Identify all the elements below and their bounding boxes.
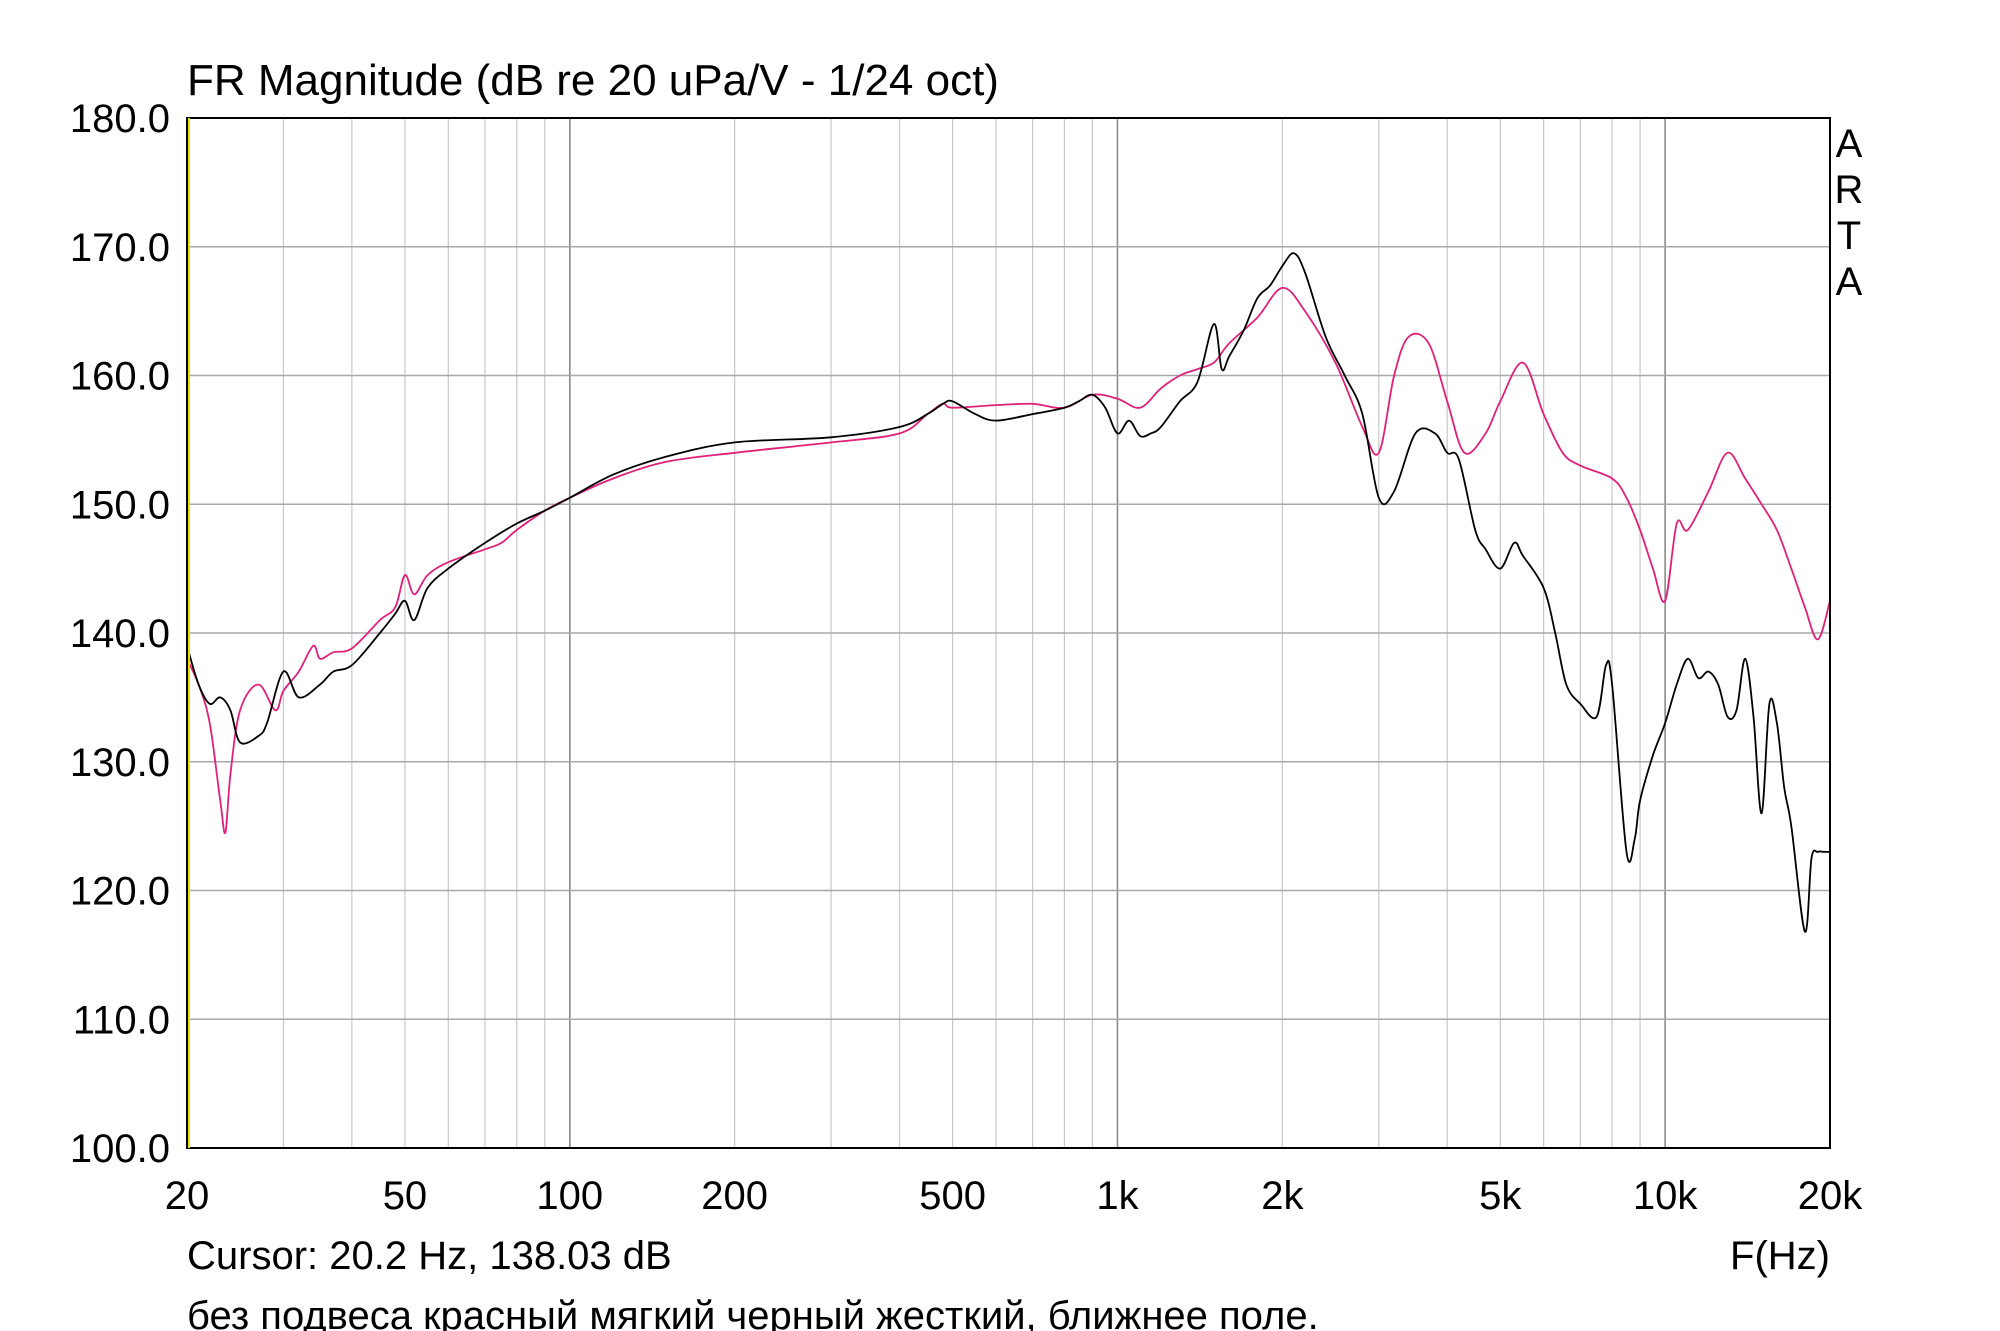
chart-title: FR Magnitude (dB re 20 uPa/V - 1/24 oct) bbox=[187, 56, 999, 105]
x-tick-label: 1k bbox=[1096, 1174, 1139, 1218]
x-tick-label: 200 bbox=[701, 1174, 768, 1218]
side-label-letter: R bbox=[1835, 168, 1864, 212]
x-tick-label: 20k bbox=[1798, 1174, 1863, 1218]
side-label-letter: T bbox=[1837, 214, 1861, 258]
y-tick-label: 140.0 bbox=[70, 612, 170, 656]
y-tick-labels: 180.0 170.0 160.0 150.0 140.0 130.0 120.0 110.0… bbox=[70, 97, 170, 1171]
x-tick-label: 500 bbox=[919, 1174, 986, 1218]
y-tick-label: 170.0 bbox=[70, 226, 170, 270]
cursor-readout: Cursor: 20.2 Hz, 138.03 dB bbox=[187, 1234, 672, 1278]
side-label-letter: A bbox=[1836, 122, 1863, 166]
series-line-2 bbox=[186, 252, 1830, 933]
series-layer bbox=[186, 252, 1831, 933]
y-tick-label: 110.0 bbox=[73, 998, 170, 1042]
y-tick-label: 180.0 bbox=[70, 97, 170, 141]
y-tick-label: 130.0 bbox=[70, 741, 170, 785]
x-tick-label: 50 bbox=[383, 1174, 428, 1218]
x-tick-label: 10k bbox=[1633, 1174, 1698, 1218]
x-tick-label: 20 bbox=[165, 1174, 210, 1218]
x-tick-label: 100 bbox=[536, 1174, 603, 1218]
x-tick-labels: 20 50 100 200 500 1k 2k 5k 10k 20k bbox=[165, 1174, 1863, 1218]
x-tick-label: 5k bbox=[1479, 1174, 1522, 1218]
y-tick-label: 100.0 bbox=[70, 1127, 170, 1171]
y-tick-label: 160.0 bbox=[70, 355, 170, 399]
x-tick-label: 2k bbox=[1261, 1174, 1304, 1218]
x-axis-label: F(Hz) bbox=[1730, 1234, 1830, 1278]
y-tick-label: 150.0 bbox=[70, 483, 170, 527]
series-line-1 bbox=[186, 286, 1831, 835]
measurement-note: без подвеса красный мягкий черный жестки… bbox=[187, 1294, 1319, 1331]
side-label-letter: A bbox=[1836, 260, 1863, 304]
plot-frame bbox=[186, 117, 1831, 1149]
y-tick-label: 120.0 bbox=[70, 870, 170, 914]
chart-grid bbox=[187, 118, 1830, 1148]
